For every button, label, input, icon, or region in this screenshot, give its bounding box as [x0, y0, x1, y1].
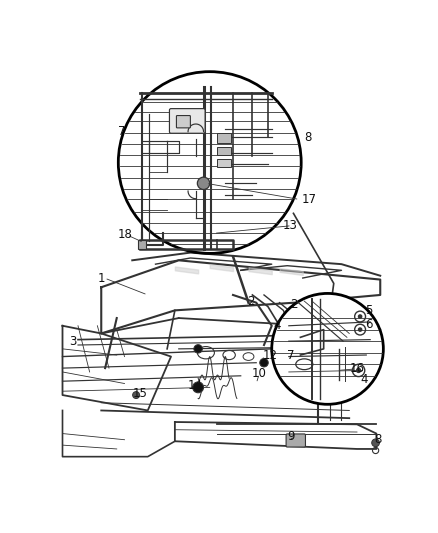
Text: 12: 12 — [262, 349, 277, 361]
Text: 1: 1 — [97, 271, 105, 285]
Circle shape — [260, 359, 268, 367]
Text: 7: 7 — [287, 349, 295, 361]
Bar — [218, 159, 231, 167]
Text: 6: 6 — [365, 318, 372, 330]
Text: 7: 7 — [118, 125, 126, 138]
FancyBboxPatch shape — [177, 116, 191, 128]
Circle shape — [356, 368, 361, 373]
Text: 5: 5 — [365, 304, 372, 317]
Circle shape — [133, 392, 140, 399]
Text: 17: 17 — [301, 193, 316, 206]
Circle shape — [358, 314, 362, 319]
FancyBboxPatch shape — [170, 109, 205, 133]
Text: 3: 3 — [69, 335, 76, 348]
FancyBboxPatch shape — [286, 434, 305, 447]
Circle shape — [194, 345, 202, 353]
Text: 8: 8 — [304, 131, 312, 144]
Text: 9: 9 — [287, 430, 295, 443]
Bar — [218, 147, 231, 155]
Circle shape — [272, 294, 383, 405]
Text: 2: 2 — [247, 295, 254, 308]
Text: 16: 16 — [349, 362, 364, 375]
Bar — [218, 133, 231, 142]
Text: 13: 13 — [283, 219, 297, 232]
Text: 2: 2 — [290, 298, 298, 311]
Circle shape — [193, 382, 204, 393]
Circle shape — [358, 327, 362, 332]
Text: 15: 15 — [132, 387, 147, 400]
Text: 18: 18 — [117, 229, 132, 241]
Circle shape — [118, 71, 301, 253]
Text: 4: 4 — [360, 373, 367, 386]
Circle shape — [279, 352, 288, 361]
Text: 14: 14 — [188, 379, 203, 392]
Text: 4: 4 — [273, 319, 281, 332]
Text: 8: 8 — [374, 433, 381, 446]
Circle shape — [198, 177, 210, 189]
Circle shape — [372, 439, 379, 447]
Text: 10: 10 — [251, 367, 266, 380]
Bar — [138, 239, 146, 249]
